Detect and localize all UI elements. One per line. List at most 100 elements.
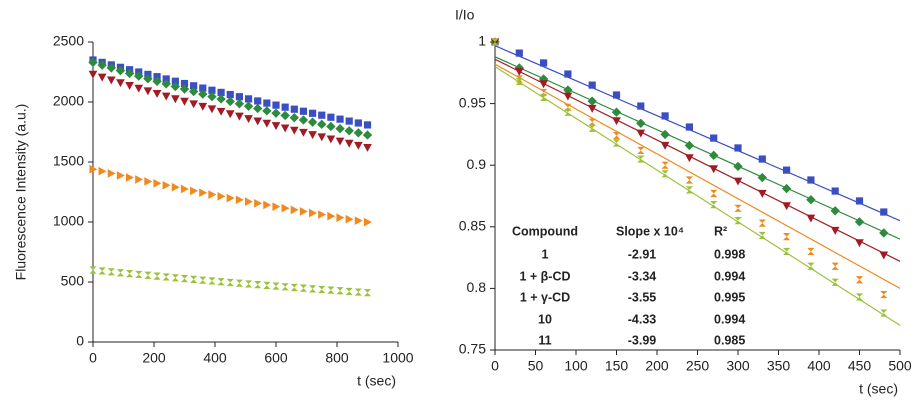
marker	[106, 76, 116, 85]
marker	[126, 270, 134, 278]
marker	[612, 139, 621, 147]
table-cell: -3.99	[628, 333, 657, 347]
fit-line	[494, 56, 901, 240]
x-tick-label: 400	[203, 350, 227, 366]
y-tick-label: 1	[478, 33, 486, 49]
fit-line	[494, 45, 901, 222]
marker	[207, 91, 217, 102]
marker	[335, 123, 345, 134]
marker	[281, 103, 289, 111]
marker	[685, 123, 693, 131]
marker	[588, 124, 596, 132]
marker	[336, 287, 344, 295]
marker	[298, 115, 309, 125]
marker	[317, 119, 327, 129]
table-cell: 0.994	[714, 312, 745, 326]
marker	[107, 268, 115, 276]
marker	[345, 117, 353, 125]
marker	[335, 137, 345, 146]
marker	[180, 97, 189, 106]
marker	[309, 285, 317, 293]
marker	[514, 67, 524, 76]
x-tick-label: 1000	[382, 350, 413, 366]
marker	[271, 122, 281, 131]
marker	[180, 184, 189, 194]
marker	[253, 103, 263, 114]
marker	[262, 106, 272, 116]
marker	[134, 71, 144, 81]
marker	[272, 282, 280, 290]
marker	[199, 188, 208, 198]
marker	[126, 173, 134, 182]
marker	[271, 108, 281, 118]
marker	[734, 144, 742, 152]
marker	[684, 140, 695, 151]
table-cell: -3.55	[628, 290, 657, 304]
marker	[281, 283, 289, 291]
y-axis-label: Fluorescence Intensity (a.u.)	[13, 104, 29, 281]
marker	[709, 150, 719, 161]
marker	[263, 200, 272, 210]
marker	[235, 195, 244, 205]
x-tick-label: 50	[528, 358, 544, 374]
table-header: Compound	[512, 224, 578, 238]
marker	[98, 267, 106, 275]
marker	[116, 79, 125, 88]
marker	[135, 270, 143, 279]
marker	[98, 166, 107, 176]
marker	[308, 131, 317, 140]
marker	[855, 239, 864, 248]
marker	[217, 192, 226, 201]
marker	[807, 176, 815, 184]
table-cell: 1 + γ-CD	[520, 290, 570, 304]
marker	[855, 293, 864, 301]
marker	[879, 251, 889, 260]
marker	[564, 108, 572, 116]
marker	[263, 281, 271, 289]
marker	[309, 208, 317, 218]
x-tick-label: 150	[605, 358, 629, 374]
x-axis-label: t (sec)	[859, 381, 898, 397]
table-header: R²	[714, 224, 727, 238]
marker	[363, 121, 372, 129]
marker	[116, 171, 125, 180]
marker	[179, 84, 190, 94]
marker	[612, 132, 621, 140]
marker	[235, 112, 244, 121]
marker	[363, 289, 372, 297]
x-tick-label: 200	[142, 350, 166, 366]
marker	[660, 129, 670, 140]
marker	[612, 117, 621, 126]
marker	[144, 177, 153, 186]
marker	[290, 105, 298, 113]
marker	[198, 102, 208, 111]
marker	[363, 217, 372, 227]
marker	[226, 278, 234, 287]
marker	[254, 198, 263, 208]
marker	[491, 38, 499, 46]
marker	[709, 165, 719, 174]
marker	[217, 278, 225, 286]
marker	[588, 81, 596, 89]
marker	[254, 281, 262, 289]
x-tick-label: 600	[264, 350, 288, 366]
table-cell: -2.91	[628, 247, 657, 261]
marker	[783, 247, 791, 256]
marker	[611, 107, 622, 117]
y-tick-label: 0.9	[467, 156, 487, 172]
marker	[226, 193, 235, 203]
marker	[170, 81, 181, 92]
marker	[806, 195, 816, 205]
marker	[307, 117, 318, 127]
marker	[806, 214, 816, 223]
x-tick-label: 250	[686, 358, 710, 374]
marker	[198, 89, 208, 99]
marker	[354, 288, 362, 296]
x-tick-label: 450	[848, 358, 872, 374]
marker	[336, 213, 345, 222]
marker	[587, 96, 597, 106]
marker	[831, 278, 839, 286]
x-tick-label: 100	[564, 358, 588, 374]
marker	[317, 133, 327, 142]
marker	[353, 128, 364, 138]
